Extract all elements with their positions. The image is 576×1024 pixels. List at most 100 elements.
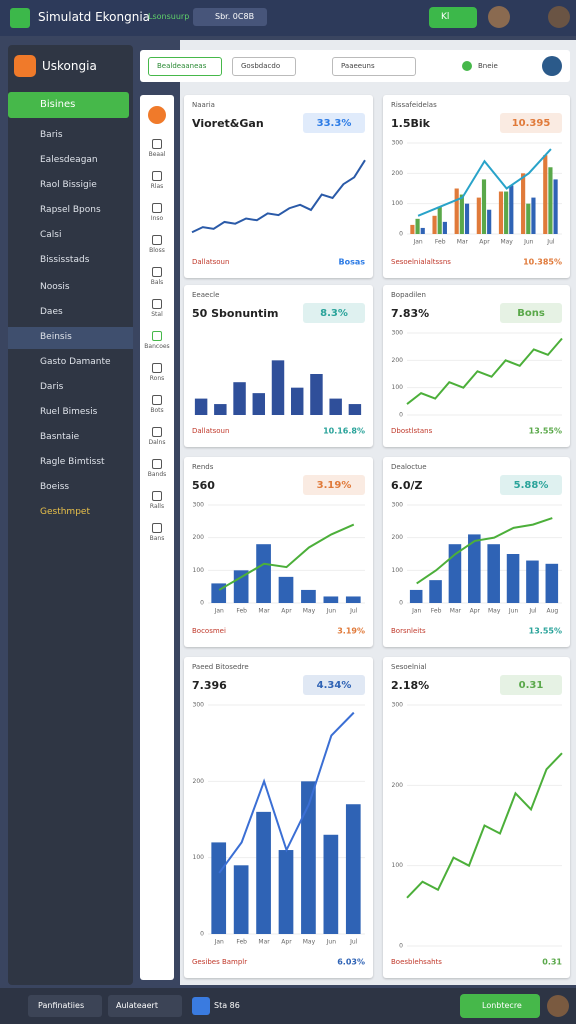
nav-item[interactable]: Ealesdeagan [8,150,133,172]
select[interactable]: Aulateaert [108,995,182,1017]
y-tick-label: 100 [193,567,205,574]
bar [194,398,208,415]
avatar[interactable] [548,6,570,28]
icon-item[interactable]: Stal [143,299,171,318]
bar [345,804,361,934]
footer-value: 13.55% [529,627,562,636]
badge [500,303,562,323]
bar [415,218,420,234]
icon-item[interactable]: Ralls [143,491,171,510]
select[interactable]: Panfinatiies [28,995,102,1017]
bar [301,781,316,934]
line [417,148,552,217]
nav-item[interactable]: Baris [8,125,133,147]
nav-item[interactable]: Raol Bissigie [8,175,133,197]
active-label: Bisines [40,99,76,110]
icon-item[interactable]: Beaal [143,139,171,158]
primary-button[interactable]: Lonbtecre [460,994,540,1018]
icon [192,997,210,1015]
y-tick-label: 0 [399,943,403,950]
icon-item[interactable]: Bands [143,459,171,478]
bar [526,560,539,603]
nav-label: Calsi [40,230,62,240]
line [191,159,366,234]
icon-item[interactable]: Rlas [143,171,171,190]
bar [214,404,227,415]
avatar[interactable] [488,6,510,28]
badge-value: Bons [517,308,545,319]
nav-item[interactable]: Gasto Damante [8,352,133,374]
nav-item[interactable]: Rapsel Bpons [8,200,133,222]
nav-item[interactable]: Daes [8,302,133,324]
icon-item[interactable]: Bans [143,523,171,542]
nav-label: Ruel Bimesis [40,407,98,417]
avatar[interactable] [542,56,562,76]
bar [233,865,249,934]
y-tick-label: 0 [200,600,204,607]
y-tick-label: 200 [392,170,404,177]
icon-item[interactable]: Bals [143,267,171,286]
icon-item[interactable]: Bancoes [143,331,171,350]
bar [409,589,423,603]
x-tick-label: Jun [508,608,519,615]
x-tick-label: May [500,239,513,246]
x-tick-label: May [303,939,316,946]
nav-item[interactable]: Ragle Bimtisst [8,452,133,474]
icon-label: Bands [147,471,167,478]
y-tick-label: 200 [193,534,205,541]
nav-label: Noosis [40,282,70,292]
icon-item[interactable]: Inso [143,203,171,222]
card-title: 1.5Bik [391,117,431,130]
icon[interactable] [148,106,166,124]
icon-item[interactable]: Bloss [143,235,171,254]
y-tick-label: 300 [392,702,404,709]
nav-item[interactable]: Daris [8,377,133,399]
nav-item[interactable]: Bississtads [8,250,133,272]
icon-item[interactable]: Bots [143,395,171,414]
badge-value: 3.19% [317,480,352,491]
bar [509,185,514,234]
nav-item[interactable]: Noosis [8,277,133,299]
badge [500,675,562,695]
x-tick-label: Aug [546,608,558,615]
nav-item[interactable]: Ruel Bimesis [8,402,133,424]
icon-label: Bals [150,279,164,286]
card-title: 7.396 [192,679,227,692]
footer-value: 6.03% [337,958,365,967]
nav-item[interactable]: Basntaie [8,427,133,449]
bar [233,382,246,415]
search[interactable]: Sbr. 0C8B [193,8,267,26]
toolbar-button[interactable]: Gosbdacdo [232,57,296,76]
nav-label: Rapsel Bpons [40,205,101,215]
icon-item[interactable]: Rons [143,363,171,382]
nav-item[interactable]: Boeiss [8,477,133,499]
line [218,523,355,591]
avatar[interactable] [547,995,569,1017]
badge [303,113,365,133]
badge-value: 10.395 [512,118,551,129]
y-tick-label: 0 [399,231,403,238]
active-item[interactable]: Bisines [8,92,129,118]
nav-item[interactable]: Beinsis [8,327,133,349]
badge [500,475,562,495]
badge [303,475,365,495]
x-tick-label: Jul [349,608,358,615]
y-tick-label: 200 [392,357,404,364]
toolbar-button[interactable]: Bealdeaaneas [148,57,222,76]
nav-item[interactable]: Gesthmpet [8,502,133,524]
icon-label: Bans [149,535,165,542]
bar [553,179,558,234]
icon-label: Ralls [149,503,165,510]
toolbar-select[interactable]: Paaeeuns [332,57,416,76]
nav-item[interactable]: Calsi [8,225,133,247]
footer-label: Sesoelnialaltssns [391,258,451,266]
action-button[interactable]: Kl [429,7,477,28]
icon [152,363,162,373]
icon-label: Rlas [150,183,164,190]
bar [420,227,425,234]
nav-label: Boeiss [40,482,70,492]
bar [252,393,266,415]
select-label: Paaeeuns [341,62,375,70]
icon-item[interactable]: Dalns [143,427,171,446]
icon-label: Stal [151,311,163,318]
